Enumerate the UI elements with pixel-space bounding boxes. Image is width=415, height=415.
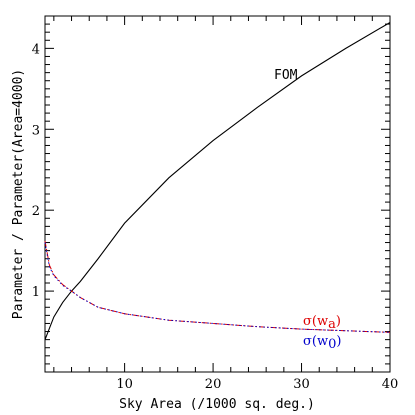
fom-line [44,21,391,340]
y-tick-label: 3 [32,123,40,138]
y-tick-label: 2 [32,204,40,219]
sigma-w0-sub: 0 [328,337,336,352]
sigma-w0-symbol: σ [303,334,312,349]
fom-annotation: FOM [274,68,298,83]
sigma-w0-annotation: σ(w0) [303,334,341,352]
x-tick-label: 40 [382,377,399,392]
sigma-w0-line [44,242,391,333]
x-axis-label: Sky Area (/1000 sq. deg.) [119,397,315,412]
y-tick-label: 1 [32,285,40,300]
sigma-wa-line [44,240,391,333]
sigma-w0-base: (w [312,334,328,349]
y-tick-label: 4 [32,42,40,57]
sigma-wa-sub: a [328,317,336,332]
sigma-w0-close: ) [336,334,341,349]
x-tick-label: 30 [293,377,310,392]
tick-labels: 10 20 30 40 1 2 3 4 [32,42,399,392]
sigma-wa-symbol: σ [303,314,312,329]
sigma-wa-base: (w [312,314,328,329]
axis-ticks [45,16,390,372]
x-tick-label: 20 [205,377,222,392]
y-axis-label: Parameter / Parameter(Area=4000) [11,69,26,319]
x-tick-label: 10 [116,377,133,392]
series-group [44,21,391,340]
sigma-wa-annotation: σ(wa) [303,314,341,332]
sigma-wa-close: ) [336,314,341,329]
